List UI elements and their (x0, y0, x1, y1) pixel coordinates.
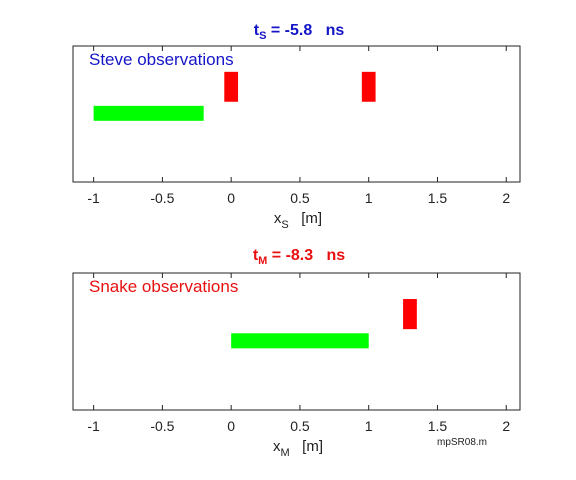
panel-steve-axes-box (72, 45, 521, 183)
panel-steve-xticks: -1 -0.5 0 0.5 1 1.5 2 (87, 46, 510, 206)
panel-steve-xtick-label: 1 (365, 190, 373, 206)
panel-steve-bars (93, 71, 376, 121)
panel-steve-xlabel: xS [m] (274, 210, 322, 231)
panel-snake-xtick-label: 2 (502, 418, 510, 434)
panel-snake-xtick-label: -0.5 (150, 418, 174, 434)
panel-steve-xtick-label: -1 (87, 190, 100, 206)
panel-steve-title: tS = -5.8 ns (254, 22, 345, 42)
panel-steve-xtick-label: 0 (227, 190, 235, 206)
panel-steve-xtick-label: -0.5 (150, 190, 174, 206)
panel-snake-red-marker (403, 299, 417, 330)
panel-snake-title: tM = -8.3 ns (253, 247, 345, 267)
panel-snake-xtick-label: 0.5 (290, 418, 310, 434)
panel-steve-red-marker-left (224, 71, 239, 102)
panel-snake-xtick-label: 1 (365, 418, 373, 434)
panel-steve-xtick-label: 1.5 (428, 190, 448, 206)
panel-snake-axes-box (72, 272, 521, 411)
panel-snake-xtick-label: 0 (227, 418, 235, 434)
panel-snake-xlabel: xM [m] (273, 438, 323, 459)
panel-steve-red-marker-right (361, 71, 376, 102)
panel-snake-green-rod (231, 333, 369, 349)
panel-snake-xtick-label: -1 (87, 418, 100, 434)
panel-steve-green-rod (93, 105, 204, 121)
panel-steve: tS = -5.8 ns Steve observations -1 -0.5 0 0… (72, 22, 521, 231)
panel-snake-xtick-label: 1.5 (428, 418, 448, 434)
panel-steve-xtick-label: 2 (502, 190, 510, 206)
panel-steve-xtick-label: 0.5 (290, 190, 310, 206)
panel-snake-xticks: -1 -0.5 0 0.5 1 1.5 2 (87, 273, 510, 434)
panel-snake-inner-label: Snake observations (89, 277, 238, 296)
panel-snake-bars (231, 299, 417, 349)
panel-snake: tM = -8.3 ns Snake observations -1 -0.5 0 0… (72, 247, 521, 459)
script-filename: mpSR08.m (437, 437, 487, 448)
panel-steve-inner-label: Steve observations (89, 50, 234, 69)
